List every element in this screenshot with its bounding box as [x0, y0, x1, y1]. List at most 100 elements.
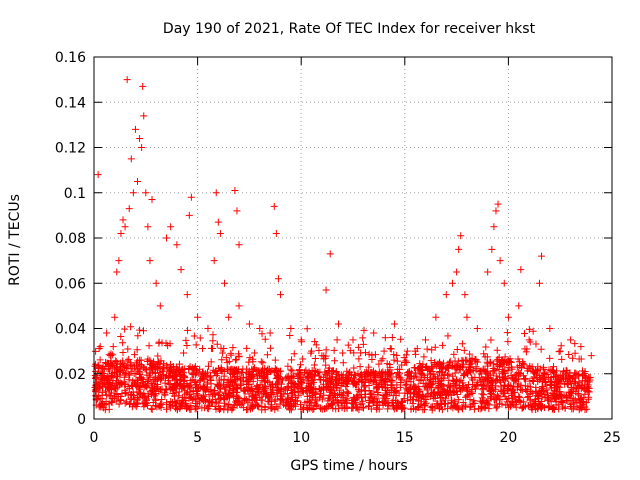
data-point [499, 385, 507, 393]
data-point [416, 366, 424, 374]
data-point [481, 353, 489, 361]
data-point [122, 370, 130, 378]
data-point [140, 383, 148, 391]
data-point [344, 389, 352, 397]
data-point [348, 404, 356, 412]
data-point [326, 250, 334, 258]
data-points [91, 76, 595, 414]
data-point [149, 366, 157, 374]
data-point [195, 384, 203, 392]
data-point [235, 398, 243, 406]
data-point [160, 365, 168, 373]
data-point [258, 376, 266, 384]
data-point [511, 377, 519, 385]
data-point [500, 279, 508, 287]
data-point [131, 351, 139, 359]
data-point [220, 406, 228, 414]
data-point [390, 385, 398, 393]
data-point [491, 395, 499, 403]
data-point [550, 363, 558, 371]
data-point [419, 360, 427, 368]
data-point [458, 362, 466, 370]
data-point [221, 279, 229, 287]
data-point [543, 386, 551, 394]
data-point [263, 351, 271, 359]
data-point [508, 392, 516, 400]
data-point [349, 336, 357, 344]
data-point [283, 398, 291, 406]
data-point [371, 351, 379, 359]
data-point [133, 377, 141, 385]
data-point [427, 384, 435, 392]
data-point [287, 325, 295, 332]
data-point [494, 375, 502, 383]
data-point [464, 370, 472, 378]
data-point [102, 358, 110, 366]
data-point [463, 392, 471, 400]
data-point [274, 372, 282, 380]
data-point [555, 376, 563, 384]
data-point [270, 202, 278, 210]
data-point [309, 406, 317, 414]
data-point [297, 361, 305, 369]
data-point [480, 350, 488, 358]
data-point [420, 371, 428, 379]
data-point [492, 372, 500, 380]
data-point [192, 366, 200, 374]
data-point [328, 401, 336, 409]
data-point [171, 402, 179, 410]
data-point [122, 398, 130, 406]
data-point [213, 340, 221, 348]
data-point [227, 365, 235, 373]
data-point [484, 268, 492, 276]
data-point [422, 399, 430, 407]
data-point [254, 374, 262, 382]
data-point [503, 359, 511, 367]
data-point [312, 401, 320, 409]
data-point [532, 387, 540, 395]
data-point [556, 372, 564, 380]
data-point [214, 218, 222, 226]
data-point [432, 313, 440, 321]
data-point [210, 257, 218, 265]
data-point [565, 351, 573, 359]
data-point [148, 405, 156, 413]
data-point [122, 363, 130, 371]
data-point [125, 355, 133, 363]
data-point [207, 344, 215, 352]
data-point [232, 366, 240, 374]
y-axis-label: ROTI / TECUs [7, 194, 23, 286]
data-point [138, 374, 146, 382]
data-point [532, 388, 540, 396]
data-point [377, 370, 385, 378]
data-point [417, 376, 425, 384]
data-point [524, 382, 532, 390]
data-point [278, 392, 286, 400]
data-point [571, 403, 579, 411]
data-point [480, 391, 488, 399]
data-point [277, 384, 285, 392]
data-point [504, 367, 512, 375]
data-point [192, 341, 200, 349]
data-point [162, 339, 170, 347]
data-point [455, 245, 463, 253]
data-point [185, 211, 193, 219]
data-point [305, 398, 313, 406]
data-point [98, 391, 106, 399]
data-point [574, 372, 582, 380]
data-point [339, 359, 347, 367]
data-point [252, 392, 260, 400]
data-point [563, 367, 571, 375]
y-tick-label: 0.1 [64, 186, 86, 202]
data-point [186, 391, 194, 399]
data-point [105, 405, 113, 413]
data-point [194, 313, 202, 321]
data-point [156, 302, 164, 310]
data-point [136, 373, 144, 381]
data-point [482, 343, 490, 351]
data-point [403, 347, 411, 355]
data-point [451, 357, 459, 365]
data-point [244, 376, 252, 384]
data-point [303, 388, 311, 396]
data-point [346, 368, 354, 376]
